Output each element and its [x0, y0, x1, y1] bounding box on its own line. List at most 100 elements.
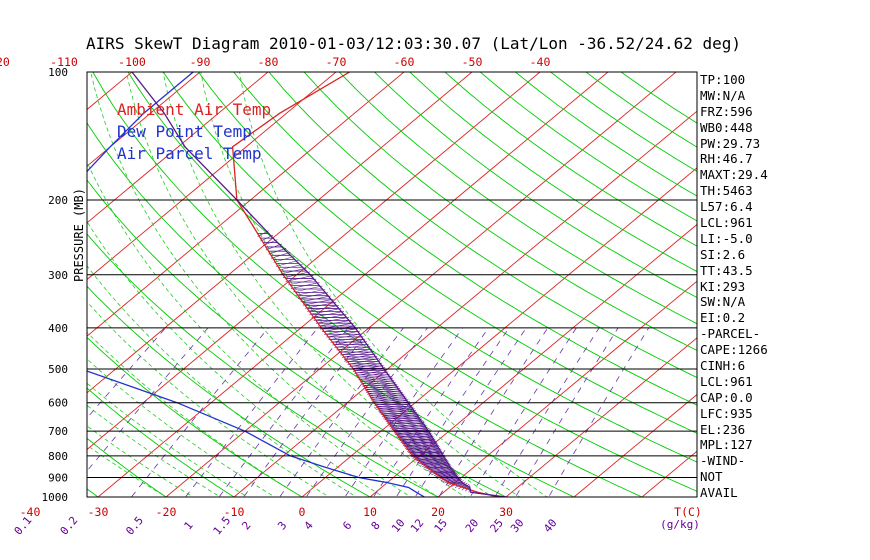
top-temp-tick-label: -90 — [190, 55, 211, 69]
cape-hatch-line — [268, 247, 287, 255]
cape-hatch-line — [425, 462, 450, 470]
cape-hatch-line — [398, 433, 432, 440]
stat-item: TT:43.5 — [700, 262, 753, 278]
dry-adiabat-line — [233, 72, 697, 406]
cape-hatch-line — [302, 298, 334, 306]
cape-hatch-line — [278, 263, 303, 271]
moist-adiabat-line — [87, 425, 194, 497]
cape-hatch-line — [407, 444, 439, 452]
stat-item: LCL:961 — [700, 373, 753, 389]
cape-hatch-line — [285, 275, 314, 282]
cape-hatch-line — [275, 260, 299, 267]
cape-hatch-line — [417, 456, 446, 463]
cape-hatch-line — [305, 302, 337, 309]
mixing-ratio-line — [395, 327, 510, 497]
top-temp-tick-label: -70 — [326, 55, 347, 69]
cape-hatch-line — [322, 325, 357, 333]
moist-adiabat-line — [87, 358, 276, 497]
mixing-ratio-line — [305, 327, 428, 497]
moist-adiabat-line — [90, 72, 439, 497]
dry-adiabat-line — [162, 72, 697, 463]
top-temp-tick-label: -80 — [258, 55, 279, 69]
moist-adiabat-line — [87, 220, 385, 497]
dry-adiabat-line — [479, 72, 697, 222]
mixing-ratio-line — [243, 327, 371, 497]
cape-hatch-line — [426, 464, 451, 471]
stat-item: -WIND- — [700, 453, 746, 469]
mixing-ratio-line — [373, 327, 489, 497]
stat-item: EL:236 — [700, 421, 746, 437]
mixing-ratio-line — [438, 327, 549, 497]
stat-item: CAP:0.0 — [700, 389, 753, 405]
stat-item: AVAIL — [700, 485, 738, 501]
stat-item: CINH:6 — [700, 358, 746, 374]
cape-hatch-line — [326, 330, 360, 338]
mixing-ratio-line — [218, 327, 349, 497]
mixing-ratio-tick-label: 40 — [541, 516, 559, 535]
cape-hatch-line — [280, 267, 307, 275]
moist-adiabat-line — [87, 444, 167, 497]
stat-item: WB0:448 — [700, 119, 753, 135]
cape-hatch-line — [409, 447, 441, 455]
cape-hatch-line — [288, 278, 317, 286]
pressure-tick-label: 500 — [48, 363, 68, 376]
dry-adiabat-line — [87, 488, 99, 497]
cape-hatch-line — [418, 457, 447, 465]
stat-item: SI:2.6 — [700, 246, 746, 262]
cape-hatch-line — [328, 333, 362, 341]
moist-adiabat-line — [87, 331, 303, 497]
mixing-ratio-tick-label: 3 — [275, 519, 289, 532]
stat-item: LFC:935 — [700, 405, 753, 421]
mixing-ratio-tick-label: 30 — [508, 516, 526, 535]
stat-item: L57:6.4 — [700, 199, 753, 215]
isotherm-line — [0, 63, 7, 506]
stat-item: MPL:127 — [700, 437, 753, 453]
moist-adiabat-line — [87, 301, 330, 497]
cape-hatch-line — [393, 426, 428, 434]
mixing-ratio-line — [344, 327, 463, 497]
stat-item: TP:100 — [700, 72, 746, 87]
dry-adiabat-line — [303, 72, 697, 351]
moist-adiabat-line — [162, 72, 494, 497]
cape-hatch-line — [270, 252, 291, 259]
mixing-ratio-line — [87, 327, 166, 419]
isotherm-line — [233, 110, 697, 497]
stat-item: TH:5463 — [700, 183, 753, 199]
stat-item: LI:-5.0 — [700, 230, 753, 246]
stat-item: MW:N/A — [700, 87, 746, 103]
mixing-ratio-tick-label: 25 — [487, 516, 505, 535]
cape-hatch-line — [465, 485, 471, 492]
dry-adiabat-line — [87, 285, 371, 497]
dry-adiabat-line — [515, 72, 697, 197]
cape-hatch-line — [400, 436, 434, 443]
cape-hatch-line — [403, 440, 437, 448]
stat-item: MAXT:29.4 — [700, 167, 768, 183]
legend-air-parcel-temp: Air Parcel Temp — [117, 144, 262, 163]
pressure-tick-label: 900 — [48, 472, 68, 485]
dry-adiabat-line — [268, 72, 697, 379]
mixing-ratio-line — [494, 327, 600, 497]
cape-hatch-line — [422, 460, 449, 467]
top-temp-tick-label: -120 — [0, 55, 10, 69]
cape-hatch-line — [394, 428, 429, 435]
stat-item: RH:46.7 — [700, 151, 753, 167]
ambient-air-temp-line — [231, 72, 500, 497]
cape-hatch-line — [397, 431, 431, 439]
pressure-tick-label: 600 — [48, 397, 68, 410]
moist-adiabat-line — [87, 161, 412, 497]
cape-hatch-line — [461, 483, 470, 491]
y-axis-label: PRESSURE (MB) — [72, 188, 86, 282]
stat-item: SW:N/A — [700, 294, 746, 310]
bottom-temp-tick-label: -30 — [88, 505, 109, 519]
dry-adiabat-line — [338, 72, 697, 325]
bottom-temp-tick-label: 20 — [431, 505, 445, 519]
cape-hatch-line — [458, 482, 468, 490]
dry-adiabat-line — [127, 72, 697, 492]
cape-hatch-line — [408, 446, 440, 454]
dry-adiabat-line — [87, 437, 167, 497]
cape-hatch-line — [317, 319, 352, 327]
cape-hatch-line — [336, 343, 369, 351]
top-temp-tick-label: -50 — [462, 55, 483, 69]
mixing-ratio-tick-label: 0.5 — [123, 514, 146, 538]
cape-hatch-line — [338, 346, 371, 353]
